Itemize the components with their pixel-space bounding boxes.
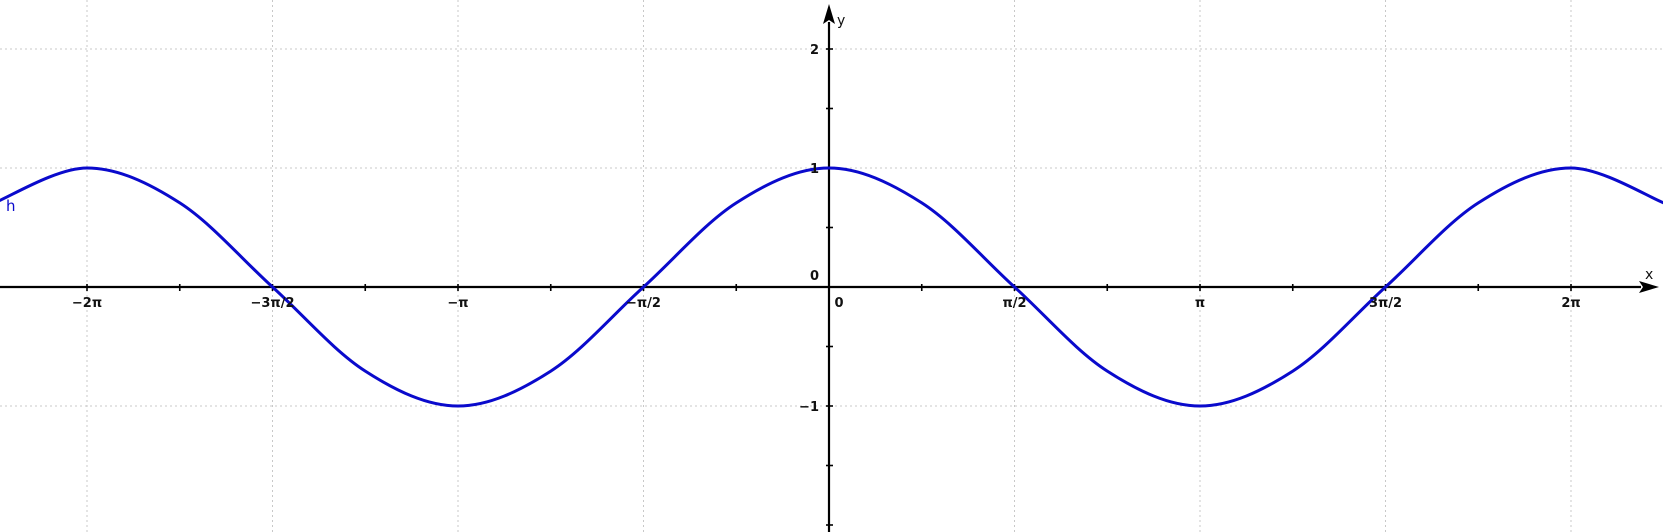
- x-tick-label: 2π: [1561, 296, 1580, 311]
- y-tick-label: 1: [810, 162, 819, 177]
- series-layer: [0, 166, 1663, 408]
- series-label-h: h: [6, 197, 16, 215]
- x-tick-label: −π: [447, 296, 468, 311]
- x-tick-label: −π/2: [626, 296, 661, 311]
- x-tick-label: π/2: [1002, 296, 1026, 311]
- tick-labels: −2π −3π/2 −π −π/2 0 π/2 π 3π/2 2π −1 0 1 2: [72, 43, 1581, 415]
- y-axis-label: y: [837, 13, 845, 29]
- y-tick-label: −1: [799, 400, 819, 415]
- series-line-h: [0, 166, 1663, 408]
- x-tick-label: 3π/2: [1369, 296, 1402, 311]
- x-axis-arrow: [1639, 281, 1659, 293]
- axes: [0, 4, 1659, 532]
- x-tick-label: 0: [834, 296, 843, 311]
- x-tick-label: −3π/2: [250, 296, 294, 311]
- x-tick-label: π: [1195, 296, 1205, 311]
- x-tick-label: −2π: [72, 296, 102, 311]
- y-tick-label: 2: [810, 43, 819, 58]
- y-axis-arrow: [823, 4, 835, 24]
- x-axis-label: x: [1645, 267, 1653, 283]
- y-tick-label: 0: [810, 269, 819, 284]
